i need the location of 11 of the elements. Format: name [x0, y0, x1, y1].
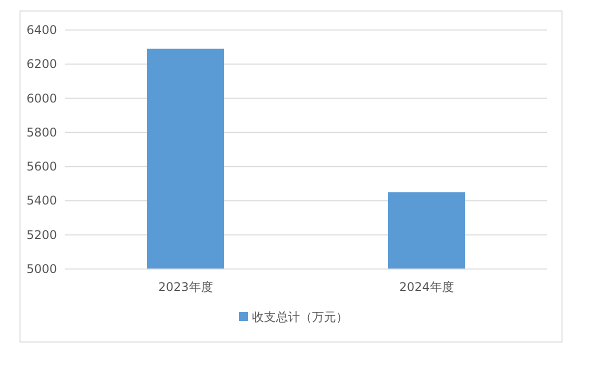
y-tick-label: 5000: [26, 262, 57, 276]
y-tick-label: 6400: [26, 23, 57, 37]
x-tick-label: 2023年度: [158, 280, 213, 294]
legend-label: 收支总计（万元）: [252, 310, 348, 324]
y-tick-label: 5400: [26, 194, 57, 208]
y-tick-label: 6200: [26, 57, 57, 72]
y-tick-label: 5600: [26, 160, 57, 174]
x-tick-label: 2024年度: [399, 280, 454, 294]
y-tick-label: 5200: [26, 228, 57, 242]
y-tick-label: 5800: [26, 125, 57, 140]
y-tick-label: 6000: [26, 91, 57, 106]
